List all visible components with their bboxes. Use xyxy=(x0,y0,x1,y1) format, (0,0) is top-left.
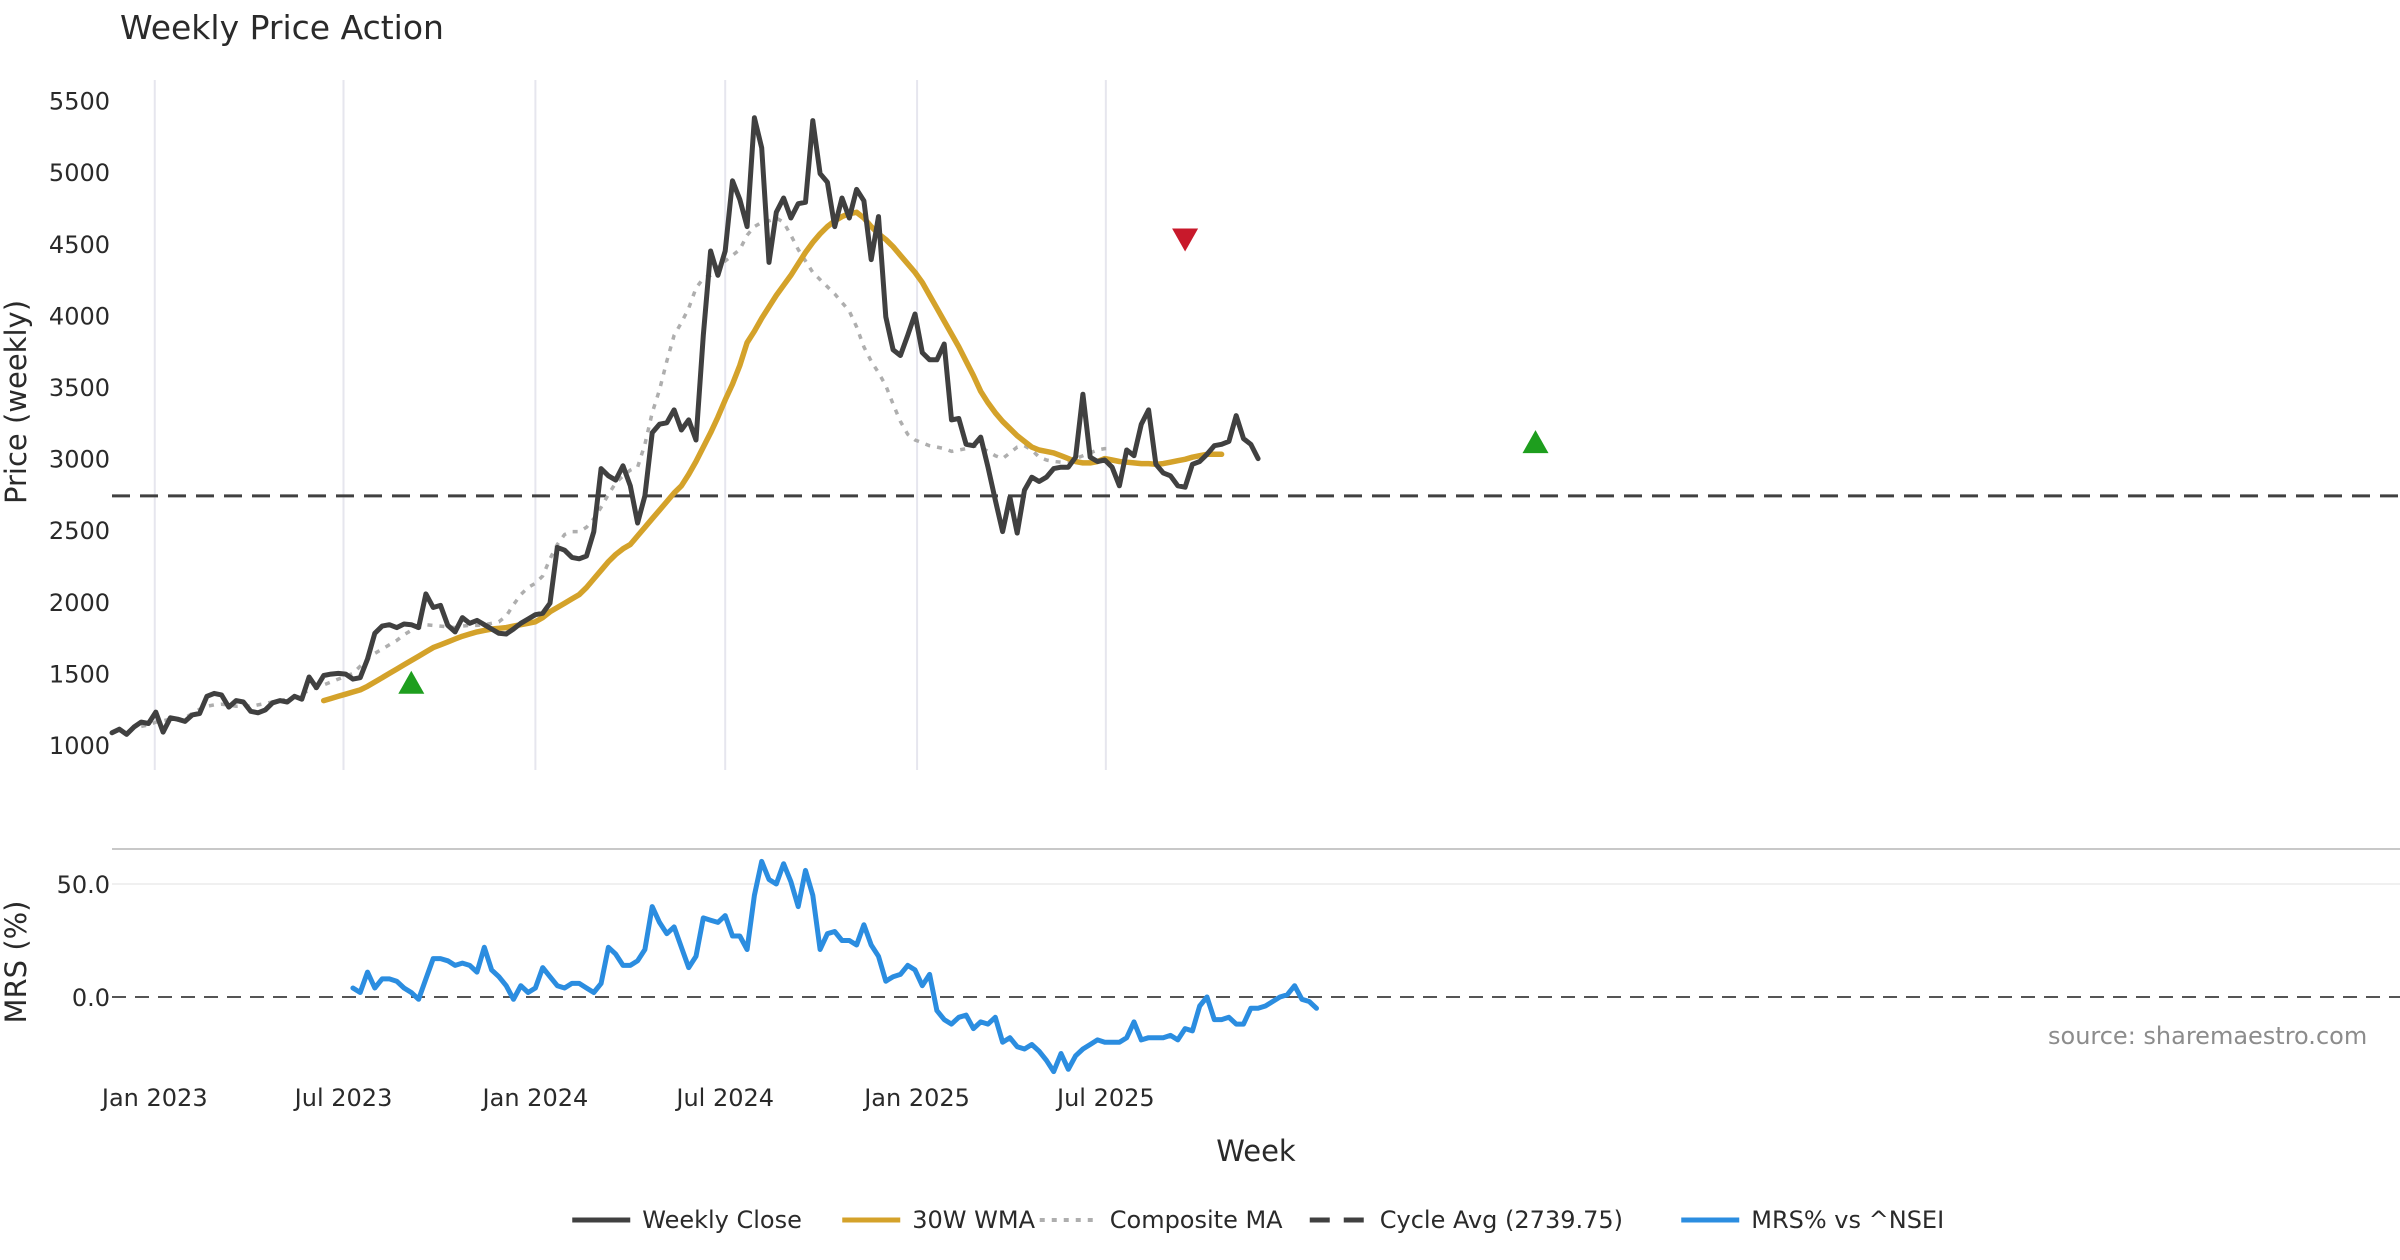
price-y-tick-label: 4500 xyxy=(49,231,110,259)
x-tick-label: Jan 2024 xyxy=(481,1084,589,1112)
price-y-tick-label: 5500 xyxy=(49,88,110,116)
price-y-tick-label: 1000 xyxy=(49,732,110,760)
price-y-tick-label: 2000 xyxy=(49,589,110,617)
price-y-tick-label: 3000 xyxy=(49,446,110,474)
price-y-tick-label: 3500 xyxy=(49,374,110,402)
series-line-mrs xyxy=(350,858,1319,1075)
mrs-series-group xyxy=(350,858,1319,1075)
legend-label: Weekly Close xyxy=(642,1206,802,1234)
legend-label: MRS% vs ^NSEI xyxy=(1751,1206,1944,1234)
x-tick-label: Jul 2025 xyxy=(1055,1084,1155,1112)
mrs-y-axis: 0.0 50.0 xyxy=(57,871,2400,1012)
buy-signal-marker xyxy=(1522,430,1549,454)
sell-signal-marker xyxy=(1172,228,1199,252)
legend: Weekly Close 30W WMA Composite MA Cycle Avg… xyxy=(572,1206,1944,1234)
price-y-tick-label: 2500 xyxy=(49,517,110,545)
price-y-axis: 1000 1500 2000 2500 3000 3500 4000 4500 5000 5500 xyxy=(49,88,110,760)
mrs-panel: 0.0 50.0 source: sharemaestro.com MRS (%) xyxy=(0,848,2400,1075)
mrs-y-tick-label: 0.0 xyxy=(72,984,110,1012)
x-axis: Jan 2023 Jul 2023 Jan 2024 Jul 2024 Jan 2025… xyxy=(100,1084,1155,1112)
mrs-y-axis-title: MRS (%) xyxy=(0,901,33,1024)
source-note: source: sharemaestro.com xyxy=(2048,1022,2367,1050)
legend-label: 30W WMA xyxy=(912,1206,1035,1234)
x-axis-title: Week xyxy=(1216,1134,1296,1168)
price-y-tick-label: 1500 xyxy=(49,660,110,688)
x-tick-label: Jan 2025 xyxy=(862,1084,970,1112)
price-y-tick-label: 4000 xyxy=(49,302,110,330)
price-y-axis-title: Price (weekly) xyxy=(0,300,33,504)
price-panel: 1000 1500 2000 2500 3000 3500 4000 4500 5000 5500… xyxy=(0,80,2400,770)
chart-title: Weekly Price Action xyxy=(120,8,444,47)
legend-label: Cycle Avg (2739.75) xyxy=(1380,1206,1623,1234)
x-tick-label: Jul 2023 xyxy=(293,1084,393,1112)
legend-label: Composite MA xyxy=(1110,1206,1283,1234)
buy-signal-marker xyxy=(398,670,425,694)
signal-markers xyxy=(398,228,1549,694)
price-vertical-grid xyxy=(153,80,1107,770)
x-tick-label: Jan 2023 xyxy=(100,1084,208,1112)
price-y-tick-label: 5000 xyxy=(49,159,110,187)
mrs-y-tick-label: 50.0 xyxy=(57,871,110,899)
x-tick-label: Jul 2024 xyxy=(674,1084,774,1112)
price-series-group xyxy=(109,115,1261,737)
series-line-close xyxy=(109,115,1261,737)
